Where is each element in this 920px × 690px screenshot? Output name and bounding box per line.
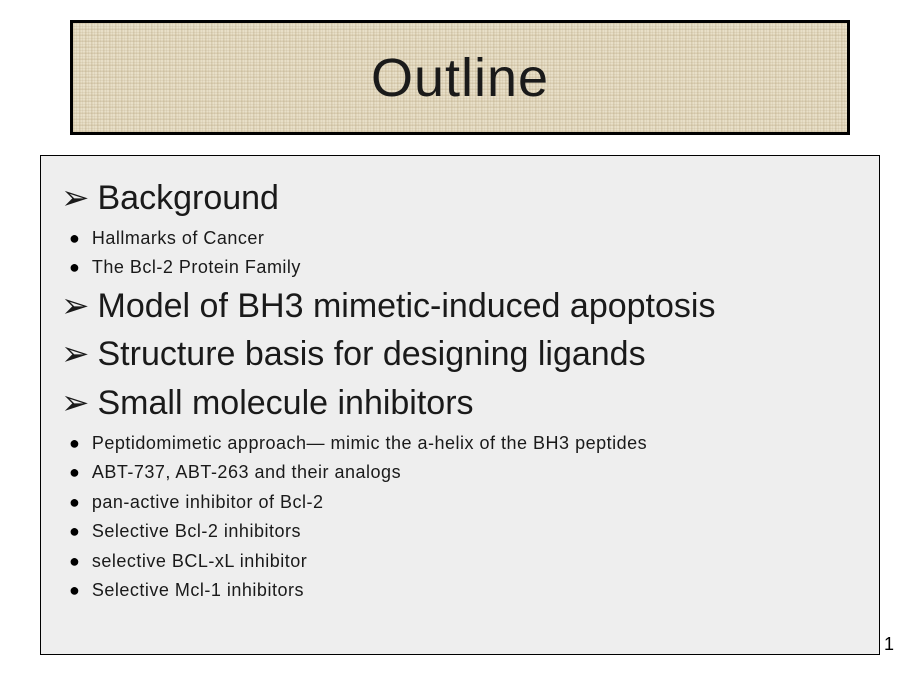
- title-box: Outline: [70, 20, 850, 135]
- bullet-icon: ●: [69, 463, 80, 481]
- bullet-icon: ●: [69, 229, 80, 247]
- content-box: ➢ Background ● Hallmarks of Cancer ● The…: [40, 155, 880, 655]
- outline-item: ➢ Model of BH3 mimetic-induced apoptosis: [61, 286, 859, 327]
- outline-subitem: ● Selective Bcl-2 inhibitors: [69, 520, 859, 543]
- outline-item-text: Structure basis for designing ligands: [98, 334, 646, 375]
- outline-subitem: ● ABT-737, ABT-263 and their analogs: [69, 461, 859, 484]
- bullet-icon: ●: [69, 522, 80, 540]
- outline-item: ➢ Background: [61, 178, 859, 219]
- chevron-right-icon: ➢: [61, 181, 90, 215]
- outline-item-text: Small molecule inhibitors: [98, 383, 474, 424]
- outline-subitem-text: selective BCL-xL inhibitor: [92, 550, 307, 573]
- outline-item: ➢ Structure basis for designing ligands: [61, 334, 859, 375]
- page-number: 1: [884, 634, 894, 655]
- outline-item: ➢ Small molecule inhibitors: [61, 383, 859, 424]
- chevron-right-icon: ➢: [61, 337, 90, 371]
- outline-item-text: Model of BH3 mimetic-induced apoptosis: [98, 286, 716, 327]
- outline-subitem: ● Selective Mcl-1 inhibitors: [69, 579, 859, 602]
- bullet-icon: ●: [69, 581, 80, 599]
- outline-subitem-text: Hallmarks of Cancer: [92, 227, 265, 250]
- bullet-icon: ●: [69, 434, 80, 452]
- bullet-icon: ●: [69, 258, 80, 276]
- bullet-icon: ●: [69, 493, 80, 511]
- outline-subitem: ● The Bcl-2 Protein Family: [69, 256, 859, 279]
- outline-subitem: ● Hallmarks of Cancer: [69, 227, 859, 250]
- slide-title: Outline: [371, 47, 549, 109]
- outline-subitem-text: Selective Mcl-1 inhibitors: [92, 579, 304, 602]
- outline-subitem-text: ABT-737, ABT-263 and their analogs: [92, 461, 401, 484]
- outline-subitem-text: The Bcl-2 Protein Family: [92, 256, 301, 279]
- outline-subitem: ● pan-active inhibitor of Bcl-2: [69, 491, 859, 514]
- chevron-right-icon: ➢: [61, 386, 90, 420]
- outline-subitem: ● Peptidomimetic approach— mimic the a-h…: [69, 432, 859, 455]
- outline-subitem: ● selective BCL-xL inhibitor: [69, 550, 859, 573]
- outline-subitem-text: Peptidomimetic approach— mimic the a-hel…: [92, 432, 647, 455]
- outline-subitem-text: pan-active inhibitor of Bcl-2: [92, 491, 324, 514]
- chevron-right-icon: ➢: [61, 289, 90, 323]
- bullet-icon: ●: [69, 552, 80, 570]
- outline-subitem-text: Selective Bcl-2 inhibitors: [92, 520, 301, 543]
- outline-item-text: Background: [98, 178, 279, 219]
